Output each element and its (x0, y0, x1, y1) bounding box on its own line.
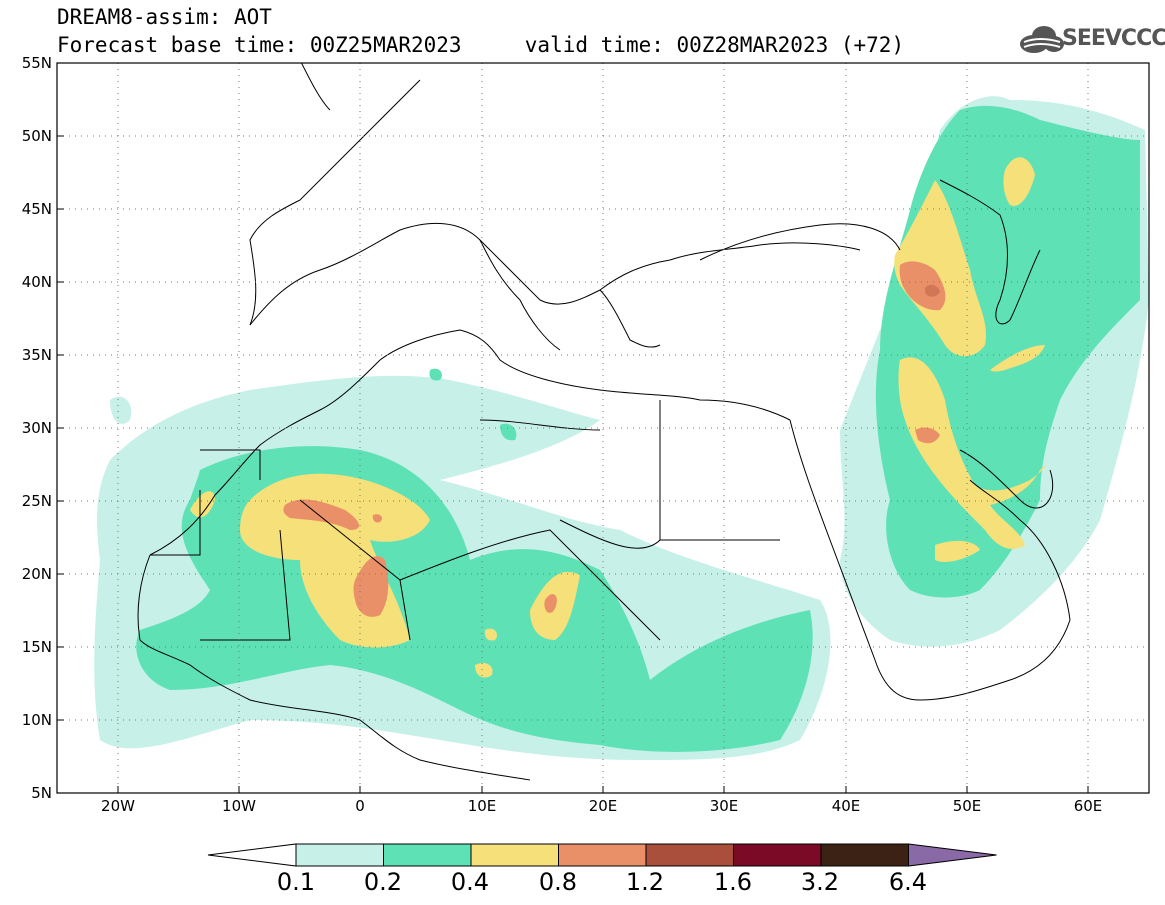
colorbar-label-0.4: 0.4 (450, 868, 490, 896)
coastlines (137, 63, 1071, 781)
lon-label-0: 0 (355, 797, 365, 815)
gridlines (57, 63, 1149, 793)
aot-level-0.8 (283, 261, 946, 617)
aot-level-1.2 (925, 284, 940, 297)
lon-label-10w: 10W (222, 797, 256, 815)
lon-label-30e: 30E (709, 797, 739, 815)
lat-label-55n: 55N (21, 54, 52, 72)
lon-label-60e: 60E (1073, 797, 1103, 815)
title-line-2: Forecast base time: 00Z25MAR2023 valid t… (57, 33, 905, 57)
lat-label-35n: 35N (21, 346, 52, 364)
lat-label-30n: 30N (21, 419, 52, 437)
lat-label-40n: 40N (21, 273, 52, 291)
lat-label-5n: 5N (31, 784, 52, 802)
cloud-icon (1020, 26, 1064, 53)
colorbar-label-0.8: 0.8 (538, 868, 578, 896)
colorbar-label-6.4: 6.4 (888, 868, 928, 896)
lon-label-10e: 10E (467, 797, 497, 815)
colorbar-label-1.6: 1.6 (713, 868, 753, 896)
tick-marks (57, 62, 1089, 794)
lon-label-20e: 20E (588, 797, 618, 815)
title-line-1: DREAM8-assim: AOT (57, 5, 272, 29)
lat-label-45n: 45N (21, 200, 52, 218)
lat-label-10n: 10N (21, 711, 52, 729)
colorbar-label-1.2: 1.2 (625, 868, 665, 896)
lat-label-50n: 50N (21, 127, 52, 145)
aot-field (94, 96, 1149, 760)
colorbar-label-3.2: 3.2 (800, 868, 840, 896)
lat-label-25n: 25N (21, 492, 52, 510)
lat-label-20n: 20N (21, 565, 52, 583)
lon-label-20w: 20W (101, 797, 135, 815)
colorbar-label-0.2: 0.2 (363, 868, 403, 896)
lon-label-40e: 40E (831, 797, 861, 815)
lat-label-15n: 15N (21, 638, 52, 656)
colorbar-label-0.1: 0.1 (276, 868, 316, 896)
logo-text: SEEVCCC (1062, 26, 1165, 51)
map-frame (56, 62, 1150, 794)
lon-label-50e: 50E (952, 797, 982, 815)
